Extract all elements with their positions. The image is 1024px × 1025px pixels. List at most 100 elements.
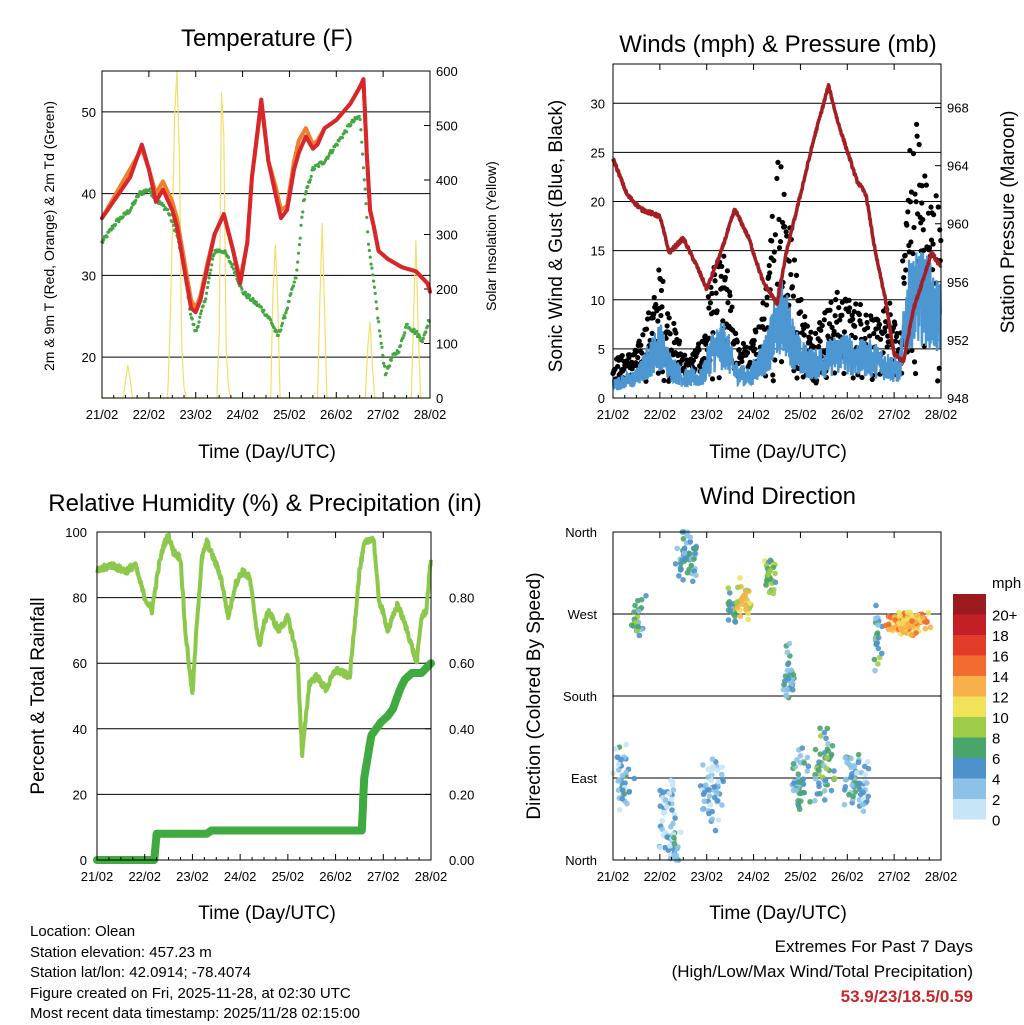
gust-point [676, 338, 683, 344]
gust-point [639, 350, 645, 356]
dewpoint-point [291, 284, 296, 288]
dewpoint-point [302, 197, 307, 202]
direction-point [865, 765, 872, 772]
dewpoint-point [361, 152, 365, 156]
dewpoint-point [362, 178, 366, 182]
gust-point [653, 301, 659, 308]
gust-point [790, 293, 797, 299]
gust-point [649, 330, 655, 336]
station-info: Location: Olean Station elevation: 457.2… [30, 922, 360, 1025]
direction-point [812, 746, 819, 753]
direction-point [783, 693, 790, 699]
panel-temperature: Temperature (F) 203040500100200300400500… [41, 25, 499, 463]
dewpoint-point [307, 180, 312, 184]
x-tick-label: 24/02 [224, 869, 257, 884]
direction-point [638, 596, 645, 603]
gust-point [771, 257, 777, 264]
gust-point [651, 294, 657, 301]
direction-point [794, 757, 800, 763]
gust-point [802, 313, 808, 320]
gust-point [725, 300, 731, 306]
x-tick-label: 27/02 [878, 407, 911, 422]
gust-point [867, 333, 873, 339]
direction-point [631, 775, 638, 782]
dewpoint-point [378, 334, 382, 338]
direction-point [659, 818, 666, 824]
gust-point [829, 324, 835, 330]
dewpoint-point [243, 290, 247, 294]
direction-point [715, 778, 722, 784]
gust-point [736, 347, 742, 353]
direction-point [800, 776, 807, 782]
gust-point [774, 175, 780, 182]
direction-point [863, 780, 870, 786]
direction-point [846, 791, 852, 798]
dewpoint-point [296, 260, 300, 264]
dewpoint-point [403, 331, 407, 335]
direction-point [849, 782, 856, 788]
gust-point [864, 319, 870, 326]
direction-point [691, 568, 698, 574]
gust-point [744, 350, 751, 356]
dewpoint-point [359, 128, 363, 132]
direction-point [732, 619, 739, 625]
gust-point [767, 270, 773, 276]
dewpoint-point [352, 119, 356, 123]
dewpoint-point [331, 148, 335, 152]
direction-point [628, 622, 635, 628]
direction-point [860, 801, 866, 808]
series-precip [93, 659, 435, 864]
gust-point [719, 263, 725, 270]
direction-point [841, 786, 848, 793]
direction-point [919, 615, 926, 621]
gust-point [769, 213, 775, 219]
direction-point [615, 767, 622, 773]
direction-point [720, 776, 726, 783]
y-tick-label: 0 [80, 853, 87, 868]
direction-point [849, 771, 855, 777]
gust-point [682, 352, 688, 358]
gust-point [869, 376, 875, 383]
dewpoint-point [102, 237, 106, 242]
y-tick-label: 15 [591, 244, 605, 259]
direction-point [886, 622, 892, 628]
dewpoint-point [384, 371, 388, 376]
gust-point [819, 323, 825, 329]
direction-point [923, 619, 930, 625]
direction-point [657, 803, 664, 810]
gust-point [794, 375, 800, 381]
gust-point [671, 320, 677, 327]
gust-point [769, 238, 775, 244]
direction-point [706, 787, 713, 793]
direction-point [671, 840, 678, 847]
y2-tick-label: 960 [947, 217, 969, 232]
direction-point [793, 787, 800, 793]
direction-point [680, 577, 686, 583]
direction-point [875, 661, 881, 667]
y-tick-label: North [565, 853, 597, 868]
direction-point [823, 735, 829, 742]
direction-point [660, 810, 667, 816]
extremes-title: Extremes For Past 7 Days [774, 937, 973, 956]
dewpoint-point [226, 255, 231, 260]
gust-point [808, 329, 814, 335]
dewpoint-point [375, 307, 379, 311]
dewpoint-point [389, 358, 393, 362]
gust-point [645, 310, 652, 316]
direction-point [925, 609, 932, 616]
direction-point [712, 827, 719, 834]
direction-point [788, 667, 794, 673]
dewpoint-point [398, 344, 403, 348]
dewpoint-point [412, 327, 416, 331]
gust-point [903, 267, 909, 273]
series-pressure [611, 82, 943, 364]
dewpoint-point [205, 285, 210, 290]
dewpoint-point [196, 324, 200, 329]
gust-point [839, 312, 845, 318]
gust-point [901, 274, 907, 281]
y-tick-label: 25 [591, 145, 605, 160]
dewpoint-point [199, 309, 204, 313]
direction-point [873, 641, 880, 647]
gust-point [876, 321, 883, 328]
winds-y2label: Station Pressure (Maroon) [998, 111, 1019, 334]
